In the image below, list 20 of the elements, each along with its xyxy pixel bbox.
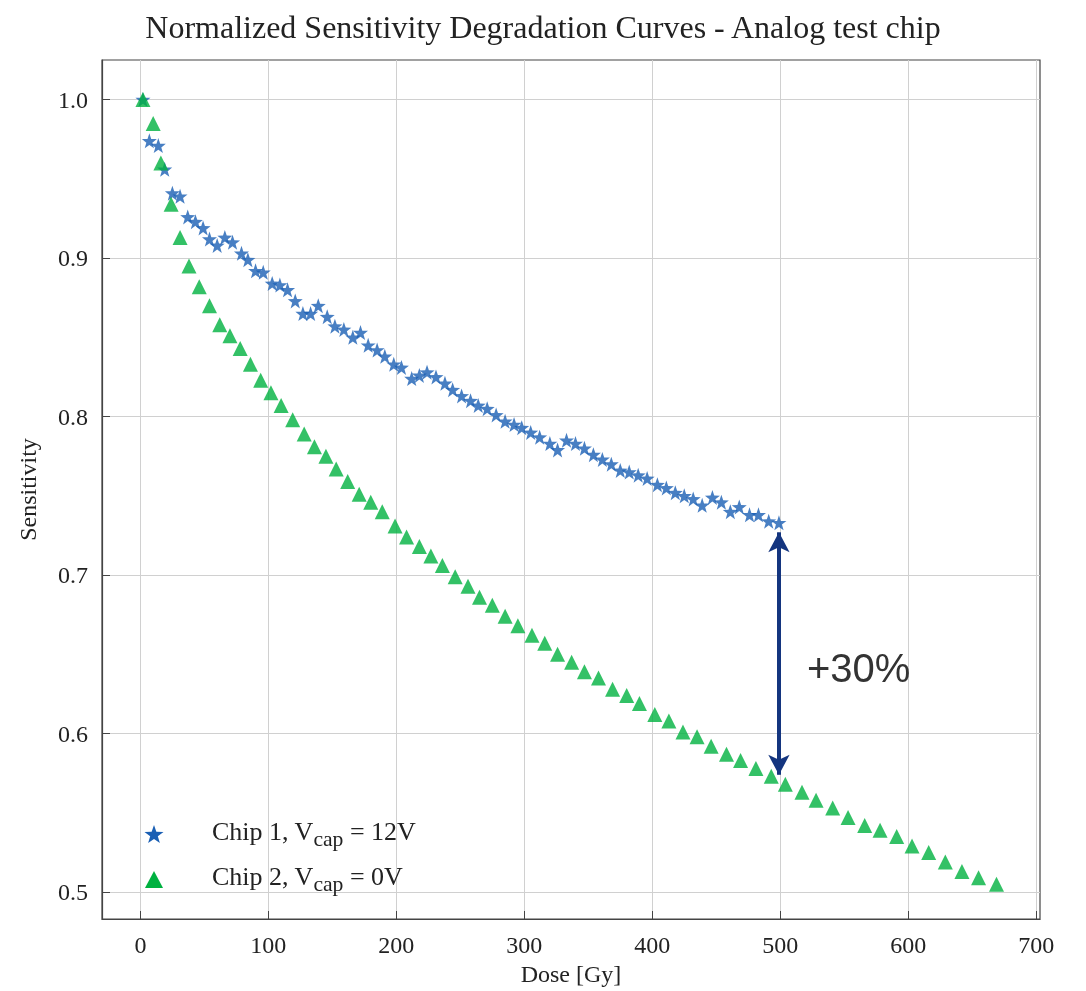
- y-tick-label: 0.5: [58, 879, 88, 906]
- y-axis-title: Sensitivity: [15, 438, 41, 541]
- legend-label: Chip 1, V$_{cap}$ = 12V: [212, 815, 416, 853]
- x-axis-title: Dose [Gy]: [520, 960, 622, 987]
- y-tick-label: 1.0: [58, 86, 88, 113]
- y-tick-label: 0.8: [58, 403, 88, 430]
- annotation: +30%: [806, 645, 911, 690]
- y-tick-label: 0.7: [58, 562, 88, 589]
- x-tick-label: 700: [1018, 932, 1055, 958]
- x-tick-label: 500: [762, 932, 799, 958]
- x-tick-label: 100: [250, 932, 287, 958]
- chart-title: Normalized Sensitivity Degradation Curves - Analog test chip: [145, 9, 941, 45]
- legend-label: Chip 2, V$_{cap}$ = 0V: [212, 860, 403, 898]
- x-tick-label: 300: [506, 932, 543, 958]
- x-tick-label: 200: [378, 932, 415, 958]
- y-tick-label: 0.6: [58, 720, 88, 747]
- x-tick-label: 0: [134, 932, 147, 958]
- x-tick-label: 600: [890, 932, 927, 958]
- y-tick-label: 0.9: [58, 245, 88, 272]
- x-tick-label: 400: [634, 932, 671, 958]
